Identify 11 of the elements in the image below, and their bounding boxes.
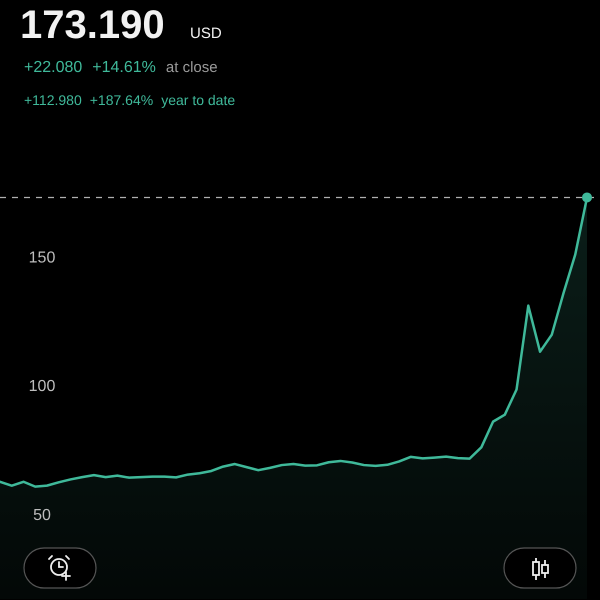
y-tick-label: 50 — [33, 506, 51, 524]
annotation: +187.64% — [90, 92, 154, 108]
annotation: +22.080 — [24, 59, 82, 76]
chart-title: 173.190 — [20, 3, 165, 47]
annotation: at close — [166, 59, 218, 76]
annotation: USD — [190, 25, 222, 42]
annotation: +14.61% — [92, 59, 156, 76]
annotation: year to date — [161, 92, 236, 108]
annotation: +112.980 — [24, 92, 82, 108]
y-tick-label: 100 — [28, 378, 56, 396]
y-tick-label: 150 — [28, 250, 56, 267]
